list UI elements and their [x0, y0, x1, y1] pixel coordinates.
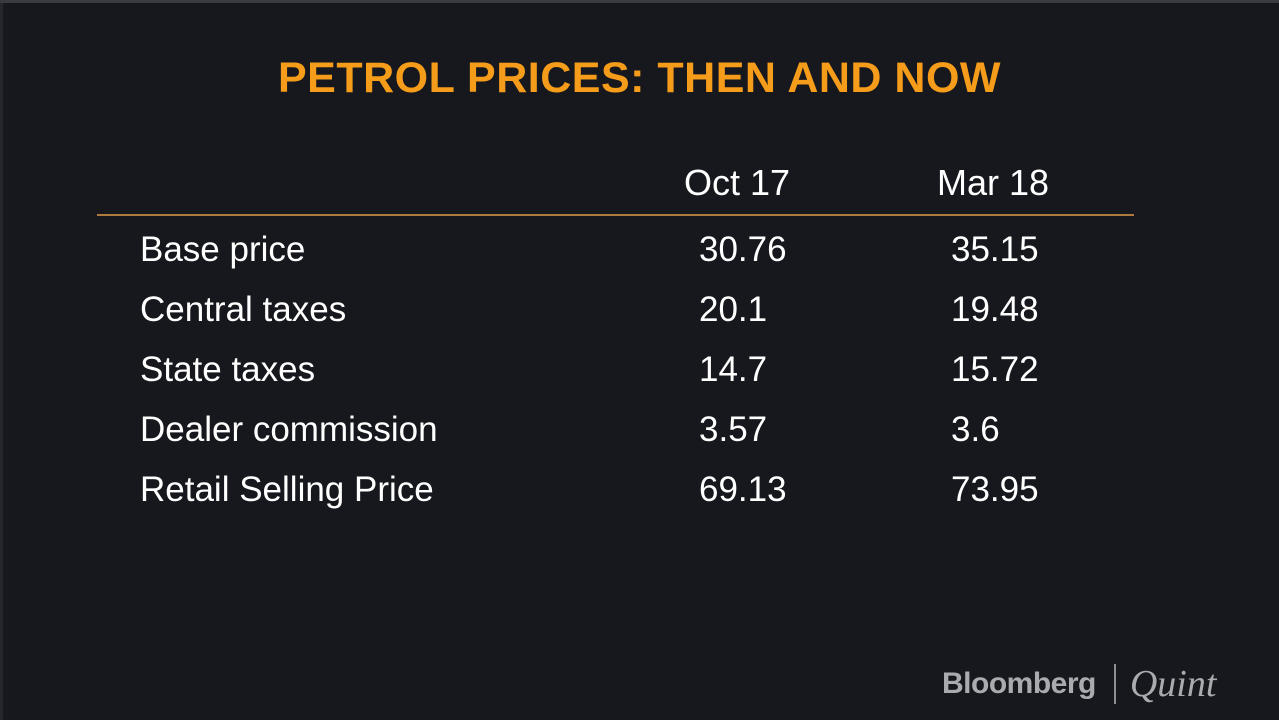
table-row: Retail Selling Price 69.13 73.95	[0, 466, 1279, 526]
chart-title: PETROL PRICES: THEN AND NOW	[277, 54, 1002, 102]
value-mar18: 35.15	[951, 230, 1039, 269]
row-label: Retail Selling Price	[140, 470, 434, 509]
column-header-mar18: Mar 18	[937, 162, 1050, 203]
table-row: Central taxes 20.1 19.48	[0, 286, 1279, 346]
value-oct17: 20.1	[699, 290, 768, 329]
table-row: State taxes 14.7 15.72	[0, 346, 1279, 406]
value-oct17: 14.7	[699, 350, 768, 389]
column-header-oct17: Oct 17	[684, 162, 791, 203]
value-mar18: 19.48	[951, 290, 1039, 329]
value-oct17: 30.76	[699, 230, 787, 269]
table-row: Dealer commission 3.57 3.6	[0, 406, 1279, 466]
row-label: Base price	[140, 230, 306, 269]
value-mar18: 3.6	[951, 410, 1000, 449]
logo-quint: Quint	[1129, 663, 1217, 705]
logo-bloomberg: Bloomberg	[942, 667, 1096, 700]
value-oct17: 69.13	[699, 470, 787, 509]
row-label: Central taxes	[140, 290, 347, 329]
value-mar18: 15.72	[951, 350, 1039, 389]
header-divider	[97, 214, 1134, 216]
table-row: Base price 30.76 35.15	[0, 226, 1279, 286]
row-label: State taxes	[140, 350, 316, 389]
bloomberg-quint-logo: Bloomberg Quint	[942, 660, 1216, 708]
logo-separator	[1113, 664, 1116, 704]
value-oct17: 3.57	[699, 410, 768, 449]
value-mar18: 73.95	[951, 470, 1039, 509]
row-label: Dealer commission	[140, 410, 438, 449]
